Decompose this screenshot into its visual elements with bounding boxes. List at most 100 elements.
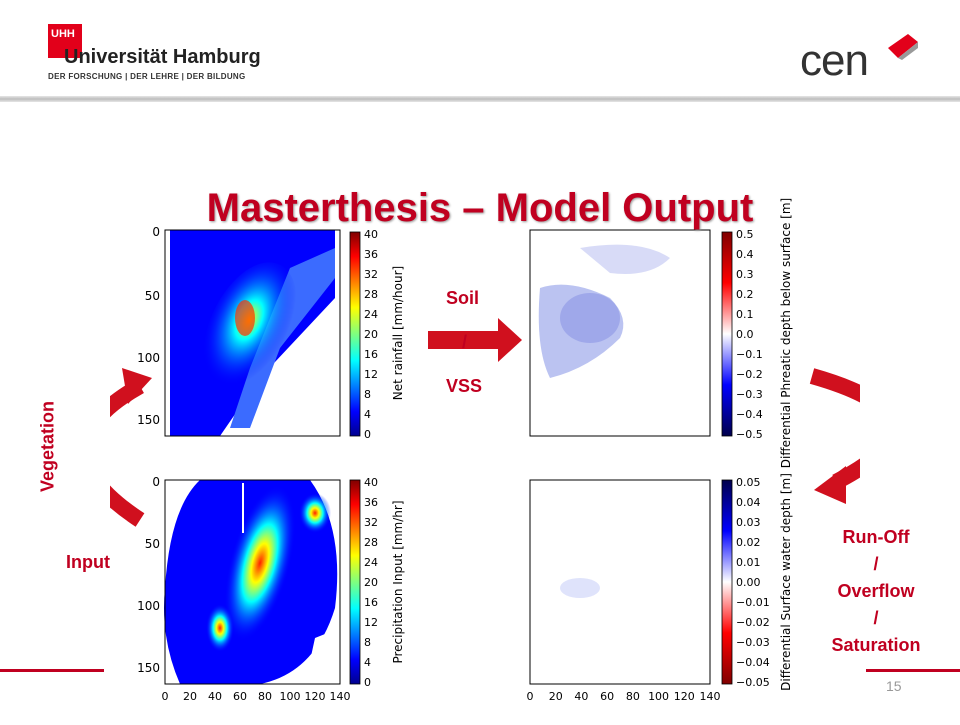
colorbar-tick-label: −0.02 — [736, 616, 770, 629]
runoff-line: Run-Off — [842, 527, 910, 547]
x-tick-label: 120 — [305, 690, 326, 703]
x-ticks: 0 20 40 60 80 100 120 140 — [162, 690, 351, 703]
page-number: 15 — [886, 678, 902, 694]
cen-logo-text: cen — [800, 36, 869, 85]
colorbar-tick-label: −0.3 — [736, 388, 763, 401]
colorbar-tick-label: 12 — [364, 616, 378, 629]
colorbar-tick-label: 0.0 — [736, 328, 754, 341]
input-label: Input — [66, 552, 110, 572]
colorbar-label: Net rainfall [mm/hour] — [391, 266, 405, 400]
colorbar-tick-label: 40 — [364, 476, 378, 489]
colorbar-tick-label: −0.01 — [736, 596, 770, 609]
colorbar-tick-label: 8 — [364, 636, 371, 649]
colorbar-tick-label: −0.5 — [736, 428, 763, 441]
colorbar-tick-label: 0.05 — [736, 476, 761, 489]
x-tick-label: 140 — [330, 690, 351, 703]
colorbar-tick-label: −0.03 — [736, 636, 770, 649]
colorbar-tick-label: 0 — [364, 676, 371, 689]
y-tick: 0 — [152, 475, 160, 489]
colorbar-tick-label: 12 — [364, 368, 378, 381]
colorbar-tick-label: 0 — [364, 428, 371, 441]
x-tick-label: 140 — [700, 690, 721, 703]
colorbar-tick-label: −0.4 — [736, 408, 763, 421]
plot-precipitation-input: 0 50 100 150 0 20 40 60 80 100 120 140 40363228… — [137, 475, 405, 703]
colorbar-tick-label: 0.2 — [736, 288, 754, 301]
x-tick-label: 120 — [674, 690, 695, 703]
x-ticks: 0 20 40 60 80 100 120 140 — [527, 690, 721, 703]
colorbar-label: Differential Surface water depth [m] — [779, 473, 793, 691]
colorbar — [721, 479, 733, 685]
university-subline: DER FORSCHUNG | DER LEHRE | DER BILDUNG — [48, 72, 246, 81]
colorbar-tick-label: 24 — [364, 308, 378, 321]
colorbar-tick-label: 0.1 — [736, 308, 754, 321]
colorbar-tick-label: 0.5 — [736, 228, 754, 241]
vss-label: VSS — [446, 376, 483, 396]
colorbar-tick-label: 0.4 — [736, 248, 754, 261]
colorbar-tick-label: 0.3 — [736, 268, 754, 281]
x-tick-label: 0 — [162, 690, 169, 703]
arrow-vegetation-loop — [77, 368, 152, 527]
y-tick: 150 — [137, 661, 160, 675]
slide-title: Masterthesis – Model Output — [206, 186, 754, 230]
colorbar-tick-label: 20 — [364, 328, 378, 341]
runoff-label: Run-Off / Overflow / Saturation — [806, 524, 946, 659]
x-tick-label: 60 — [233, 690, 247, 703]
plot-phreatic-depth: 0.5 0.4 0.3 0.2 0.1 0.0 −0.1 −0.2 −0.3 −0.4 −0.5 D… — [529, 198, 793, 468]
colorbar-label: Differential Phreatic depth below surfac… — [779, 198, 793, 468]
colorbar-tick-label: 0.00 — [736, 576, 761, 589]
colorbar — [349, 479, 361, 685]
plot-surface-water-depth: 0.05 0.04 0.03 0.02 0.01 0.00 −0.01 −0.02 −0.03 −… — [527, 473, 794, 703]
x-tick-label: 100 — [280, 690, 301, 703]
colorbar-tick-label: −0.2 — [736, 368, 763, 381]
colorbar-ticks: 0.5 0.4 0.3 0.2 0.1 0.0 −0.1 −0.2 −0.3 −0.4 −0.5 — [736, 228, 763, 441]
uhh-logo-mark-text: UHH — [51, 28, 75, 40]
colorbar — [721, 231, 733, 437]
colorbar-tick-label: 0.01 — [736, 556, 761, 569]
colorbar-tick-label: 4 — [364, 408, 371, 421]
x-tick-label: 80 — [626, 690, 640, 703]
model-output-figure: 0 50 100 150 40 36 32 28 24 20 16 12 8 4 0 Net rai… — [77, 168, 901, 720]
colorbar-tick-label: 24 — [364, 556, 378, 569]
runoff-line: / — [873, 608, 879, 628]
university-name: Universität Hamburg — [64, 46, 261, 68]
cen-logo: cen — [800, 34, 918, 86]
colorbar-tick-label: 20 — [364, 576, 378, 589]
colorbar-tick-label: 28 — [364, 536, 378, 549]
y-tick: 100 — [137, 599, 160, 613]
footer-rule-right — [866, 669, 960, 672]
colorbar-tick-label: 8 — [364, 388, 371, 401]
university-logo: UHH — [48, 24, 248, 84]
x-tick-label: 40 — [574, 690, 588, 703]
y-tick: 150 — [137, 413, 160, 427]
runoff-line: / — [873, 554, 879, 574]
x-tick-label: 20 — [549, 690, 563, 703]
arrow-soil-to-vss — [428, 318, 522, 362]
colorbar-tick-label: −0.05 — [736, 676, 770, 689]
colorbar-tick-label: 36 — [364, 496, 378, 509]
colorbar — [349, 231, 361, 437]
colorbar-tick-label: 40 — [364, 228, 378, 241]
soil-label: Soil — [446, 288, 480, 308]
colorbar-tick-label: 16 — [364, 596, 378, 609]
colorbar-tick-label: 36 — [364, 248, 378, 261]
runoff-line: Saturation — [831, 635, 921, 655]
colorbar-ticks: 0.05 0.04 0.03 0.02 0.01 0.00 −0.01 −0.02 −0.03 −… — [736, 476, 770, 689]
slash-label: / — [462, 332, 468, 352]
colorbar-tick-label: 32 — [364, 516, 378, 529]
cen-logo-mark-icon — [888, 34, 918, 60]
runoff-line: Overflow — [837, 581, 915, 601]
vegetation-label: Vegetation — [37, 400, 58, 493]
x-tick-label: 40 — [208, 690, 222, 703]
uhh-logo-mark: UHH — [48, 24, 82, 58]
x-tick-label: 100 — [648, 690, 669, 703]
y-tick: 50 — [145, 289, 160, 303]
footer-rule-left — [0, 669, 104, 672]
x-tick-label: 0 — [527, 690, 534, 703]
arrow-runoff-loop — [809, 368, 901, 504]
colorbar-label: Precipitation Input [mm/hr] — [391, 500, 405, 663]
y-tick: 0 — [152, 225, 160, 239]
x-tick-label: 20 — [183, 690, 197, 703]
